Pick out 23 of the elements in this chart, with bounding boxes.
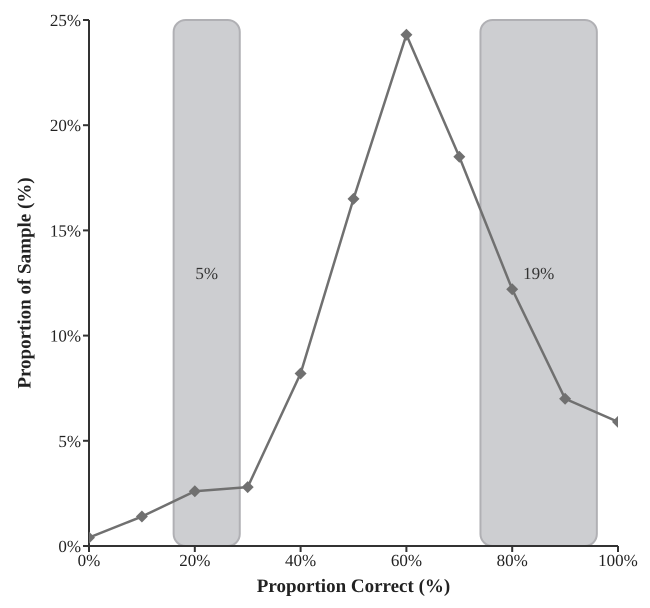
point — [400, 28, 412, 41]
x-tick-label: 60% — [390, 551, 422, 570]
x-axis-title: Proportion Correct (%) — [256, 576, 450, 597]
point — [188, 485, 201, 498]
x-tick-label: 100% — [598, 551, 638, 570]
band-label: 5% — [195, 264, 218, 284]
y-tick-label: 5% — [58, 432, 81, 451]
x-tick-label: 80% — [496, 551, 528, 570]
y-tick-label: 25% — [50, 11, 81, 30]
point — [242, 481, 254, 494]
point — [453, 150, 466, 163]
point — [348, 192, 360, 205]
point — [294, 367, 307, 380]
x-tick-label: 40% — [285, 551, 316, 570]
y-tick-label: 15% — [50, 221, 81, 240]
x-tick-label: 20% — [179, 551, 210, 570]
point — [136, 510, 148, 523]
point — [559, 392, 572, 405]
y-axis-title: Proportion of Sample (%) — [14, 177, 36, 389]
band-label: 19% — [523, 264, 554, 284]
y-tick-label: 10% — [50, 326, 81, 346]
point — [506, 283, 518, 296]
y-tick-label: 20% — [50, 116, 81, 136]
